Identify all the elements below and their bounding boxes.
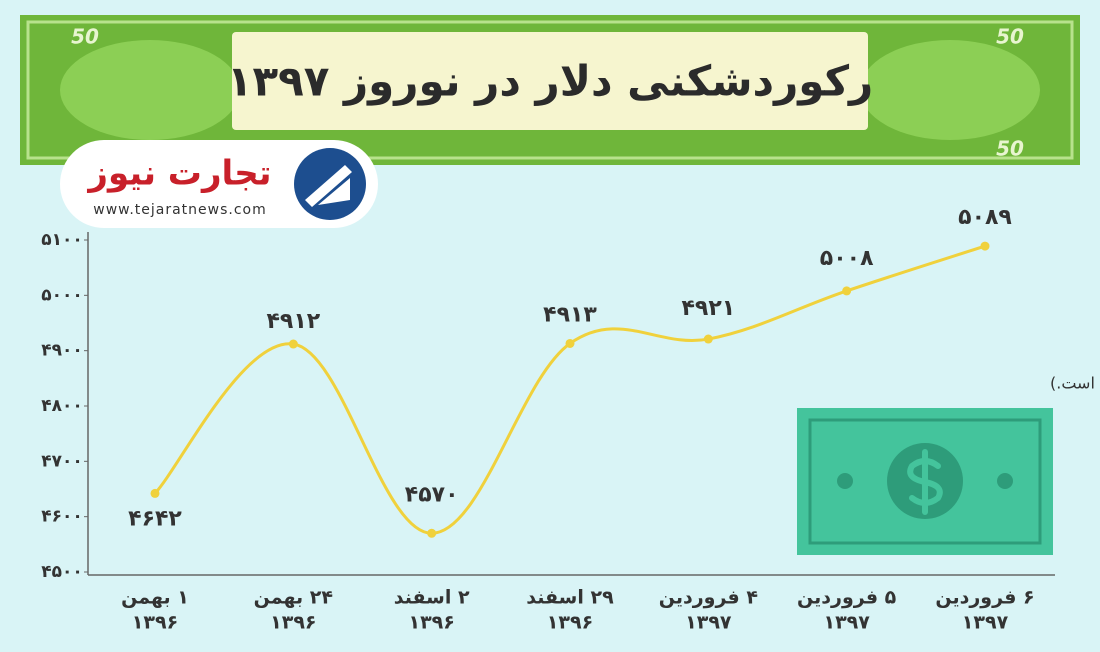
x-tick-label: ۶ فروردین xyxy=(935,587,1034,609)
banner-border xyxy=(26,20,1074,160)
value-label: ۴۹۱۳ xyxy=(543,302,597,327)
point xyxy=(980,241,990,251)
value-label: ۵۰۰۸ xyxy=(820,246,874,271)
point xyxy=(703,334,713,344)
value-label: ۴۶۴۲ xyxy=(128,506,182,531)
logo-name: تجارت نیوز xyxy=(86,154,271,194)
x-tick-label: ۱۳۹۶ xyxy=(270,612,316,634)
banner-number: 50 xyxy=(71,25,99,49)
x-tick-label: ۱۳۹۶ xyxy=(408,612,454,634)
bill-border xyxy=(808,418,1042,545)
x-tick-label: ۲۹ اسفند xyxy=(526,587,614,609)
logo-arrow xyxy=(305,165,352,207)
y-tick-label: ۴۸۰۰ xyxy=(41,396,83,416)
y-tick-label: ۵۱۰۰ xyxy=(41,230,83,250)
point xyxy=(842,286,852,296)
x-tick-label: ۱۳۹۷ xyxy=(685,612,732,634)
y-tick-label: ۴۷۰۰ xyxy=(41,451,83,471)
value-label: ۵۰۸۹ xyxy=(958,205,1012,230)
banner-ornament xyxy=(860,40,1040,140)
banner-number: 50 xyxy=(996,25,1024,49)
value-label: ۴۹۱۲ xyxy=(266,309,320,334)
x-tick-label: ۱ بهمن xyxy=(121,587,189,609)
bill-dot xyxy=(997,473,1013,489)
logo-url: www.tejaratnews.com xyxy=(93,202,267,218)
y-tick-label: ۴۵۰۰ xyxy=(41,562,83,582)
y-tick-label: ۵۰۰۰ xyxy=(41,285,83,305)
point xyxy=(565,338,575,348)
y-tick-label: ۴۶۰۰ xyxy=(41,507,83,527)
dollar-sign xyxy=(907,449,943,515)
x-tick-label: ۱۳۹۷ xyxy=(823,612,870,634)
banner-number: 50 xyxy=(996,137,1024,161)
x-tick-label: ۱۳۹۶ xyxy=(132,612,178,634)
value-label: ۴۹۲۱ xyxy=(681,296,735,321)
banner-ornament xyxy=(60,40,240,140)
point xyxy=(150,488,160,498)
logo-pill xyxy=(60,140,378,228)
x-tick-label: ۵ فروردین xyxy=(797,587,897,609)
point xyxy=(288,339,298,349)
point xyxy=(427,528,437,538)
x-tick-label: ۱۳۹۶ xyxy=(547,612,593,634)
title-panel xyxy=(232,32,868,130)
value-label: ۴۵۷۰ xyxy=(405,482,459,507)
bill-dot xyxy=(837,473,853,489)
y-tick-label: ۴۹۰۰ xyxy=(41,341,83,361)
x-tick-label: ۴ فروردین xyxy=(659,587,758,609)
x-tick-label: ۱۳۹۷ xyxy=(962,612,1009,634)
x-tick-label: ۲ اسفند xyxy=(394,587,470,609)
chart-title: رکوردشکنی دلار در نوروز ۱۳۹۷ xyxy=(227,57,873,107)
x-tick-label: ۲۴ بهمن xyxy=(254,587,333,609)
note: (اعداد به تومان است.) xyxy=(1050,374,1100,394)
